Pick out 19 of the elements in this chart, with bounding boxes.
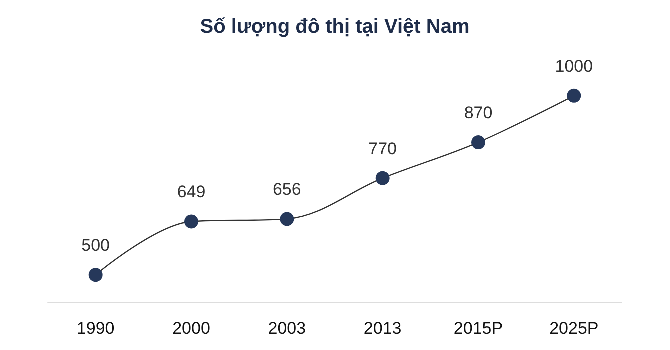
- chart-title: Số lượng đô thị tại Việt Nam: [200, 16, 470, 38]
- data-label: 770: [368, 139, 398, 158]
- point: [88, 268, 103, 282]
- x-tick-label: 2015P: [454, 319, 504, 338]
- data-label: 500: [82, 236, 110, 256]
- data-label: 656: [272, 180, 302, 200]
- point: [280, 212, 294, 226]
- point: [472, 136, 486, 150]
- x-tick-label: 2013: [364, 319, 402, 338]
- x-tick-label: 1990: [76, 319, 115, 338]
- x-tick-label: 2000: [172, 319, 210, 338]
- data-label: 1000: [555, 56, 594, 76]
- point: [567, 88, 582, 103]
- x-tick-label: 2025P: [550, 319, 599, 338]
- data-label: 870: [464, 104, 493, 123]
- x-tick-label: 2003: [268, 319, 306, 338]
- point: [184, 214, 198, 229]
- data-label: 649: [177, 182, 206, 202]
- point: [376, 171, 390, 186]
